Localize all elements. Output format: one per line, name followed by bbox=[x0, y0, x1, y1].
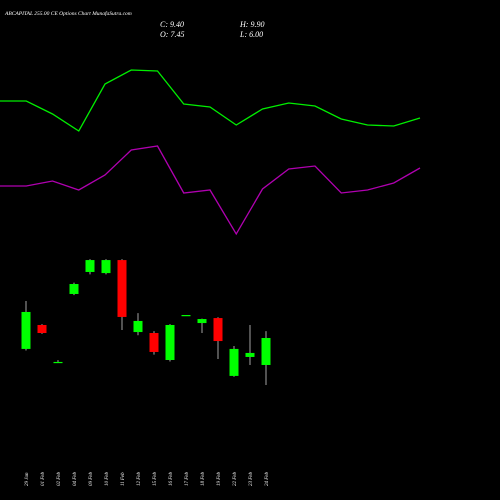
chart-title: ABCAPITAL 255.00 CE Options Chart Munafa… bbox=[4, 10, 132, 17]
x-tick-label: 24 Feb bbox=[265, 471, 270, 486]
x-tick-label: 04 Feb bbox=[73, 471, 78, 486]
x-tick-label: 02 Feb bbox=[57, 471, 62, 486]
candle-body bbox=[149, 333, 159, 352]
indicator-line bbox=[0, 69, 421, 132]
candle-body bbox=[245, 352, 255, 357]
candle-body bbox=[165, 324, 175, 360]
candle-body bbox=[133, 320, 143, 333]
x-tick-label: 09 Feb bbox=[89, 471, 94, 486]
candle-body bbox=[229, 348, 239, 376]
x-tick-label: 22 Feb bbox=[233, 471, 238, 486]
candle-body bbox=[53, 361, 63, 364]
indicator-line bbox=[0, 145, 421, 236]
high-label: H: 9.90 bbox=[239, 20, 264, 29]
candle-body bbox=[21, 311, 31, 349]
x-tick-label: 11 Feb bbox=[121, 472, 126, 486]
candle-body bbox=[197, 319, 207, 324]
close-label: C: 9.40 bbox=[160, 20, 184, 29]
x-tick-label: 01 Feb bbox=[41, 471, 46, 486]
low-label: L: 6.00 bbox=[239, 30, 263, 39]
x-tick-label: 15 Feb bbox=[153, 471, 158, 486]
x-tick-label: 19 Feb bbox=[217, 471, 222, 486]
candle-body bbox=[101, 260, 111, 274]
x-tick-label: 29 Jan bbox=[25, 472, 30, 486]
open-label: O: 7.45 bbox=[160, 30, 184, 39]
candle-body bbox=[213, 318, 223, 342]
x-tick-label: 10 Feb bbox=[105, 471, 110, 486]
x-tick-label: 16 Feb bbox=[169, 471, 174, 486]
x-tick-label: 18 Feb bbox=[201, 471, 206, 486]
x-tick-label: 12 Feb bbox=[137, 471, 142, 486]
x-tick-label: 17 Feb bbox=[185, 471, 190, 486]
candle-body bbox=[117, 260, 127, 317]
candle-body bbox=[261, 337, 271, 365]
candle-body bbox=[69, 284, 79, 294]
candle-body bbox=[85, 260, 95, 272]
x-tick-label: 23 Feb bbox=[249, 471, 254, 486]
candle-body bbox=[181, 315, 191, 317]
candle-body bbox=[37, 324, 47, 334]
